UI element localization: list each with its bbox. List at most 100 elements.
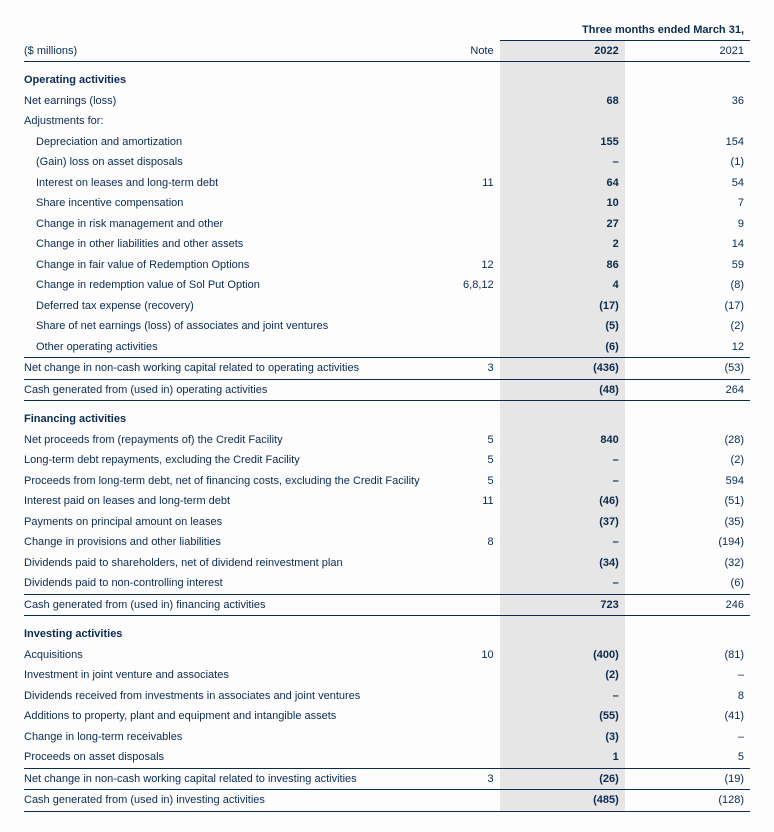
note-cell <box>445 706 500 727</box>
note-cell <box>445 790 500 812</box>
value-current: (3) <box>500 727 625 748</box>
value-current: (37) <box>500 512 625 533</box>
note-cell <box>445 686 500 707</box>
section-title: Financing activities <box>24 401 445 430</box>
note-cell <box>445 573 500 594</box>
table-row: Change in fair value of Redemption Optio… <box>24 255 750 276</box>
value-prior: 264 <box>625 379 750 401</box>
value-current: (48) <box>500 379 625 401</box>
table-row: (Gain) loss on asset disposals–(1) <box>24 152 750 173</box>
note-cell <box>445 234 500 255</box>
year-current-header: 2022 <box>500 40 625 62</box>
value-prior: 5 <box>625 747 750 768</box>
note-cell: 11 <box>445 491 500 512</box>
value-prior: 14 <box>625 234 750 255</box>
cash-flow-table: Three months ended March 31, ($ millions… <box>24 20 750 812</box>
value-current: 2 <box>500 234 625 255</box>
table-row: Additions to property, plant and equipme… <box>24 706 750 727</box>
table-row: Depreciation and amortization155154 <box>24 132 750 153</box>
value-current: 10 <box>500 193 625 214</box>
value-current: – <box>500 450 625 471</box>
table-row: Payments on principal amount on leases(3… <box>24 512 750 533</box>
value-prior: 59 <box>625 255 750 276</box>
total-label: Cash generated from (used in) financing … <box>24 594 445 616</box>
table-row: Investment in joint venture and associat… <box>24 665 750 686</box>
row-label: Change in long-term receivables <box>24 727 445 748</box>
value-current: (46) <box>500 491 625 512</box>
value-prior: (35) <box>625 512 750 533</box>
value-current: (6) <box>500 337 625 358</box>
table-row: Change in provisions and other liabiliti… <box>24 532 750 553</box>
table-row: Interest paid on leases and long-term de… <box>24 491 750 512</box>
value-prior: – <box>625 727 750 748</box>
table-row: Long-term debt repayments, excluding the… <box>24 450 750 471</box>
row-label: Change in other liabilities and other as… <box>24 234 445 255</box>
row-label: Net change in non-cash working capital r… <box>24 358 445 380</box>
value-current: (485) <box>500 790 625 812</box>
row-label: Net proceeds from (repayments of) the Cr… <box>24 430 445 451</box>
value-prior <box>625 62 750 91</box>
row-label: Net change in non-cash working capital r… <box>24 768 445 790</box>
row-label: Long-term debt repayments, excluding the… <box>24 450 445 471</box>
table-row: Net change in non-cash working capital r… <box>24 768 750 790</box>
note-cell: 12 <box>445 255 500 276</box>
table-row: Share of net earnings (loss) of associat… <box>24 316 750 337</box>
value-prior: (53) <box>625 358 750 380</box>
table-row: Proceeds from long-term debt, net of fin… <box>24 471 750 492</box>
value-prior: (81) <box>625 645 750 666</box>
value-prior <box>625 111 750 132</box>
note-cell <box>445 337 500 358</box>
row-label: Change in risk management and other <box>24 214 445 235</box>
value-prior: 54 <box>625 173 750 194</box>
note-cell: 6,8,12 <box>445 275 500 296</box>
value-prior: (8) <box>625 275 750 296</box>
value-current: 1 <box>500 747 625 768</box>
value-prior: (41) <box>625 706 750 727</box>
note-header: Note <box>445 40 500 62</box>
note-cell <box>445 111 500 132</box>
value-current <box>500 62 625 91</box>
table-row: Net earnings (loss)6836 <box>24 91 750 112</box>
value-current <box>500 401 625 430</box>
note-cell: 3 <box>445 768 500 790</box>
note-cell <box>445 91 500 112</box>
value-current: (436) <box>500 358 625 380</box>
value-current <box>500 111 625 132</box>
note-cell <box>445 152 500 173</box>
value-current: 840 <box>500 430 625 451</box>
table-row: Net change in non-cash working capital r… <box>24 358 750 380</box>
value-prior: 154 <box>625 132 750 153</box>
table-row: Change in long-term receivables (3)– <box>24 727 750 748</box>
row-label: Change in provisions and other liabiliti… <box>24 532 445 553</box>
section-title: Investing activities <box>24 616 445 645</box>
row-label: Depreciation and amortization <box>24 132 445 153</box>
value-current: (34) <box>500 553 625 574</box>
value-prior: (2) <box>625 450 750 471</box>
note-cell <box>445 214 500 235</box>
table-row: Net proceeds from (repayments of) the Cr… <box>24 430 750 451</box>
note-cell <box>445 594 500 616</box>
row-label: Proceeds from long-term debt, net of fin… <box>24 471 445 492</box>
note-cell: 10 <box>445 645 500 666</box>
row-label: Dividends received from investments in a… <box>24 686 445 707</box>
value-prior: 246 <box>625 594 750 616</box>
value-prior: 7 <box>625 193 750 214</box>
value-prior: (128) <box>625 790 750 812</box>
note-cell <box>445 62 500 91</box>
value-prior: 9 <box>625 214 750 235</box>
value-current: (5) <box>500 316 625 337</box>
table-row: Share incentive compensation 107 <box>24 193 750 214</box>
value-prior: 12 <box>625 337 750 358</box>
note-cell <box>445 193 500 214</box>
row-label: Share incentive compensation <box>24 193 445 214</box>
value-current: (2) <box>500 665 625 686</box>
table-row: Change in redemption value of Sol Put Op… <box>24 275 750 296</box>
value-current: – <box>500 152 625 173</box>
value-current: 86 <box>500 255 625 276</box>
value-prior: 36 <box>625 91 750 112</box>
section-total-row: Cash generated from (used in) investing … <box>24 790 750 812</box>
section-total-row: Cash generated from (used in) operating … <box>24 379 750 401</box>
value-prior: (51) <box>625 491 750 512</box>
value-current: 68 <box>500 91 625 112</box>
note-cell <box>445 665 500 686</box>
